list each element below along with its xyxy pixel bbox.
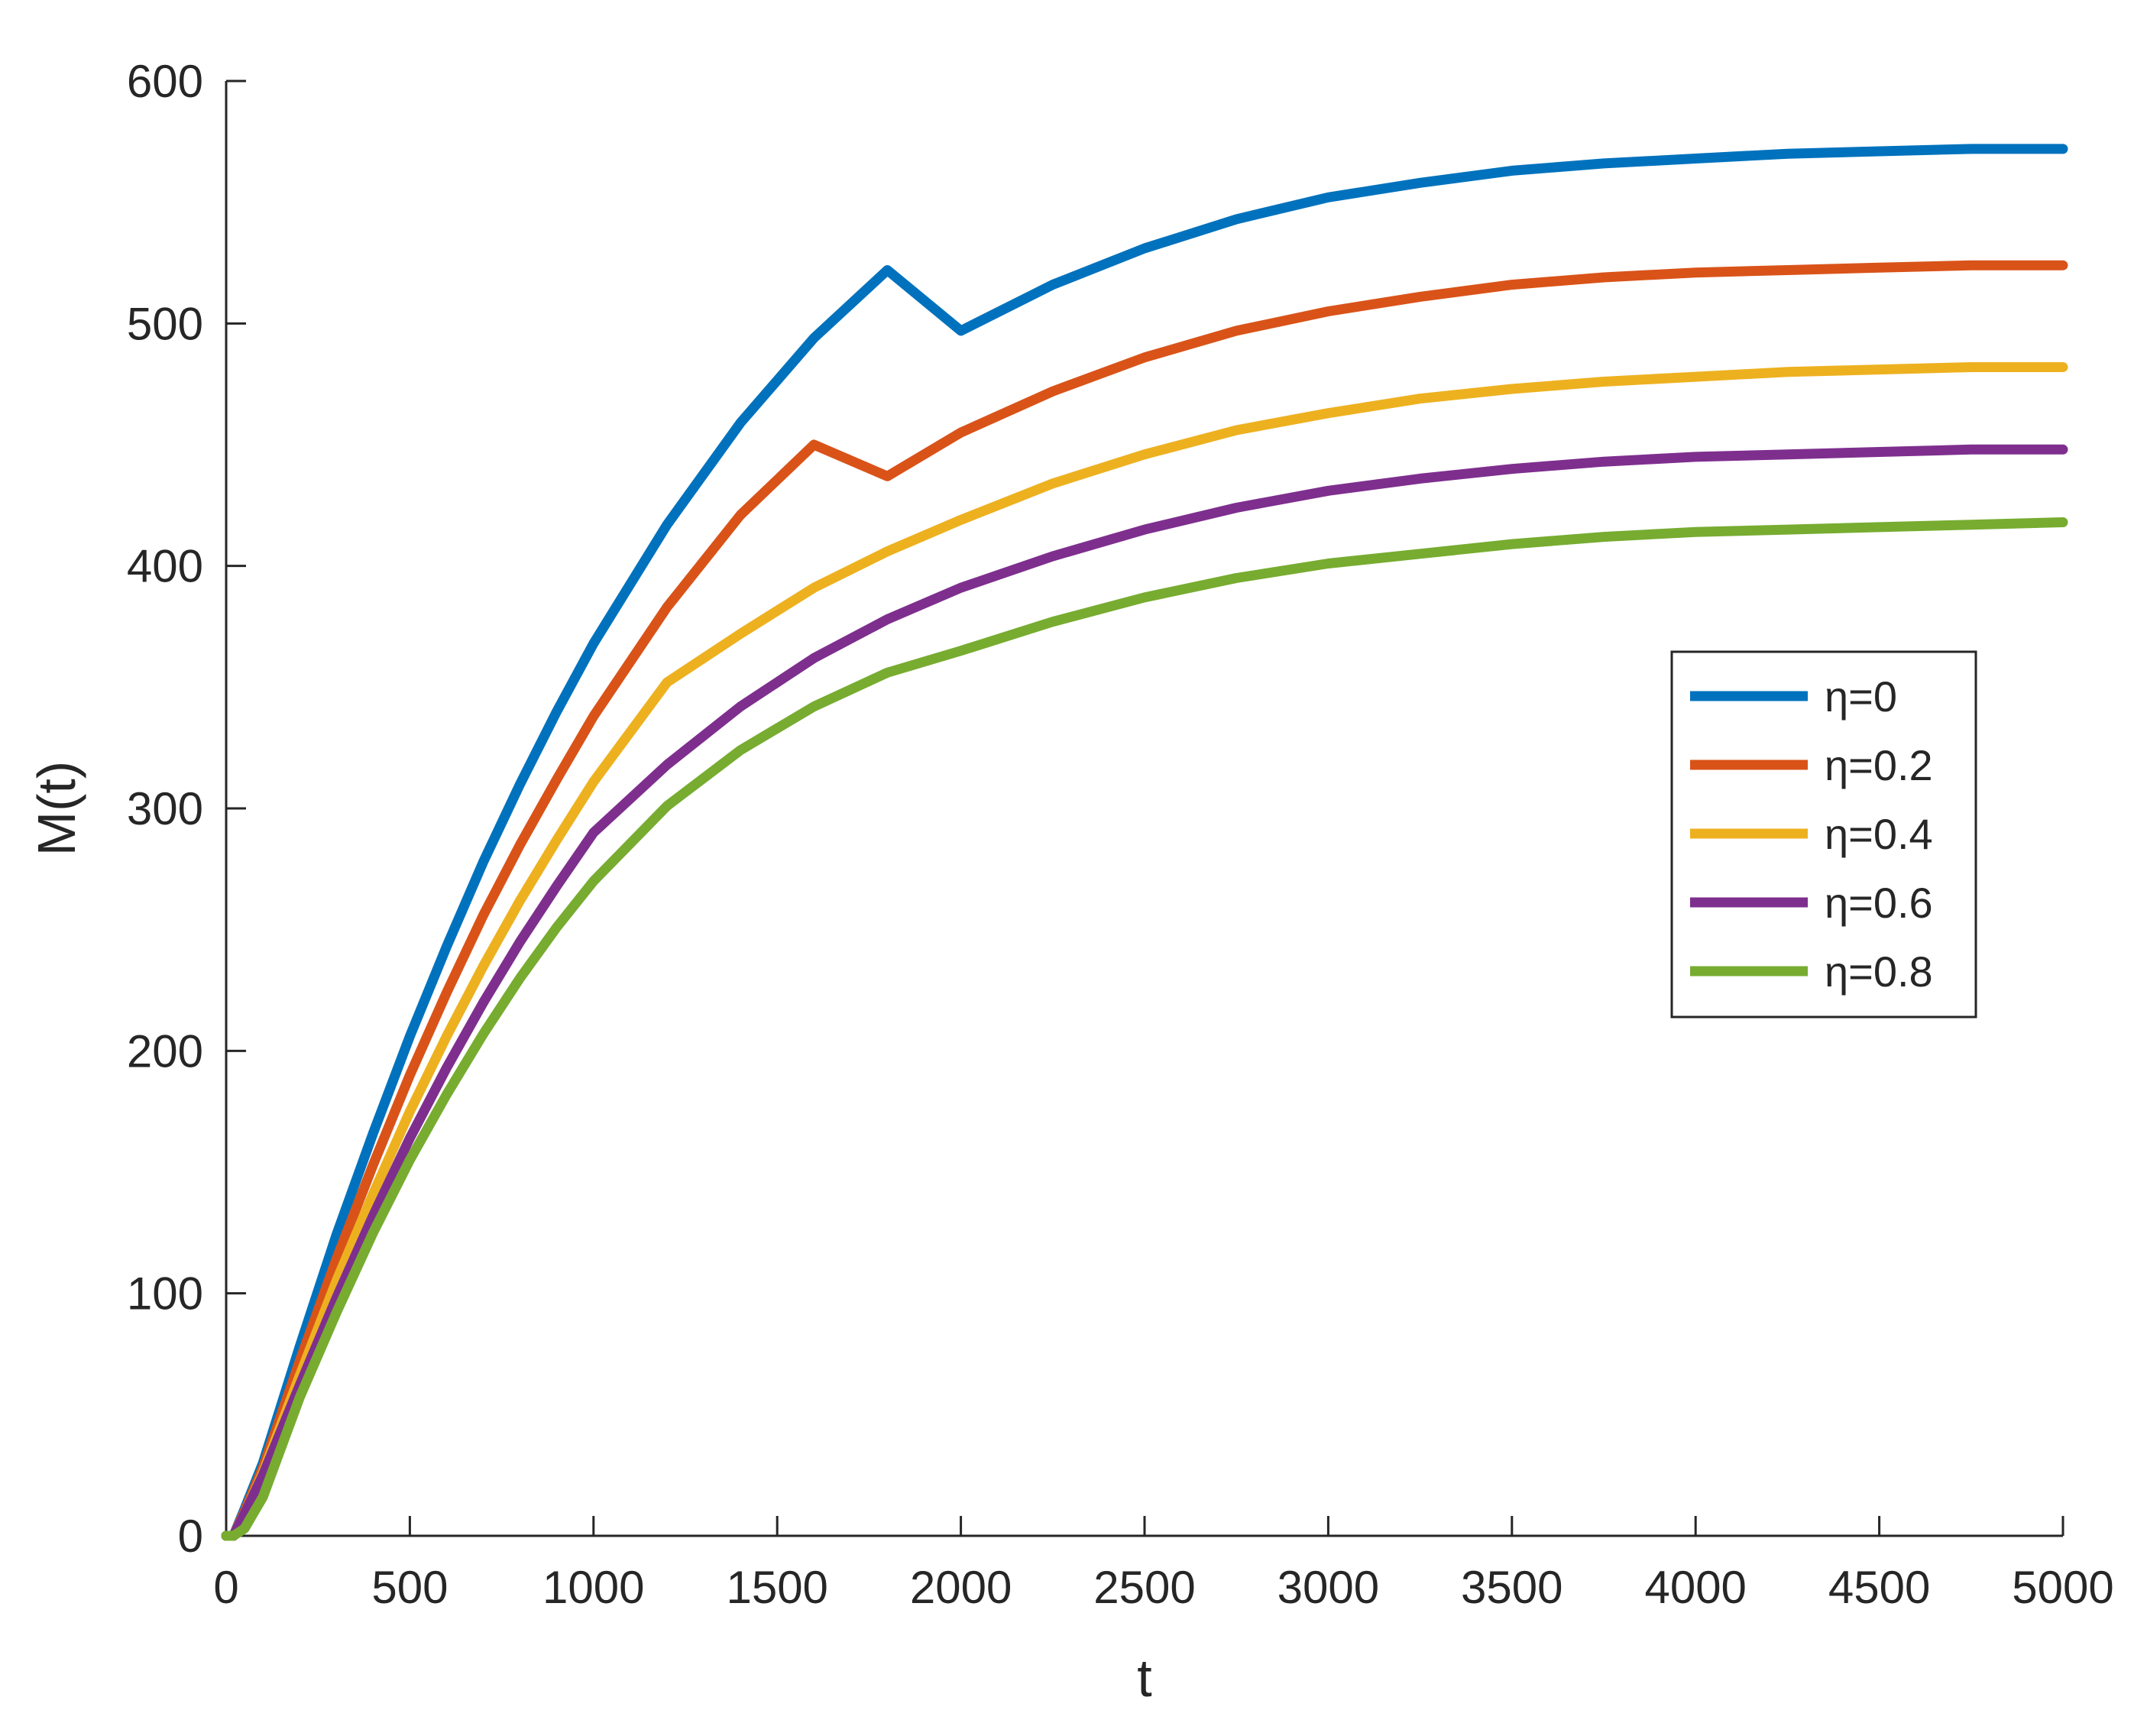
legend-label-4: η=0.8 [1825, 947, 1933, 996]
y-tick-label: 500 [127, 298, 203, 349]
x-tick-label: 4500 [1828, 1562, 1930, 1613]
x-tick-label: 5000 [2012, 1562, 2113, 1613]
x-tick-label: 500 [371, 1562, 448, 1613]
x-tick-label: 3000 [1278, 1562, 1379, 1613]
x-tick-label: 2000 [910, 1562, 1012, 1613]
y-axis-title: M(t) [27, 761, 86, 856]
x-tick-label: 1000 [542, 1562, 644, 1613]
legend-label-3: η=0.6 [1825, 879, 1933, 927]
x-tick-label: 4000 [1644, 1562, 1746, 1613]
series-line-1 [221, 260, 2068, 1541]
axes: 0 500 1000 1500 2000 2500 3000 3500 4000 4500 5000… [127, 56, 2114, 1613]
y-tick-label: 600 [127, 56, 203, 107]
x-axis-title: t [1137, 1648, 1151, 1708]
y-tick-label: 300 [127, 783, 203, 834]
y-tick-label: 0 [178, 1511, 203, 1562]
series-line-0 [221, 144, 2068, 1541]
legend-label-2: η=0.4 [1825, 810, 1933, 858]
x-tick-label: 3500 [1461, 1562, 1562, 1613]
legend-label-1: η=0.2 [1825, 741, 1933, 789]
x-tick-label: 2500 [1093, 1562, 1195, 1613]
x-tick-label: 1500 [726, 1562, 827, 1613]
legend: η=0 η=0.2 η=0.4 η=0.6 η=0.8 [1670, 650, 1977, 1019]
x-tick-label: 0 [213, 1562, 238, 1613]
series-line-2 [221, 362, 2068, 1541]
y-tick-label: 100 [127, 1268, 203, 1320]
legend-label-0: η=0 [1825, 672, 1897, 721]
y-tick-label: 400 [127, 541, 203, 592]
series-layer [221, 144, 2068, 1541]
y-tick-label: 200 [127, 1025, 203, 1077]
series-line-4 [221, 517, 2068, 1541]
series-line-3 [221, 444, 2068, 1541]
